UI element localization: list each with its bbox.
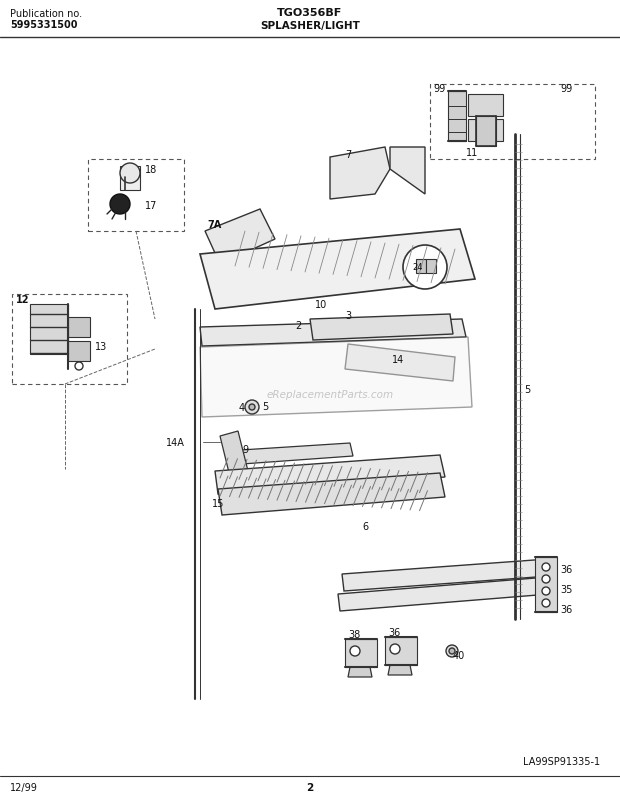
Text: 7: 7 [345, 150, 352, 160]
Text: 38: 38 [348, 630, 360, 639]
Text: 15: 15 [212, 499, 224, 508]
Polygon shape [310, 315, 453, 340]
Text: 4: 4 [239, 402, 245, 413]
Text: 17: 17 [145, 201, 157, 210]
Text: 36: 36 [388, 627, 401, 638]
Circle shape [542, 575, 550, 583]
Circle shape [120, 164, 140, 184]
Bar [468, 95, 503, 117]
Circle shape [449, 648, 455, 654]
Text: 9: 9 [242, 444, 248, 454]
Text: 6: 6 [362, 521, 368, 532]
Bar [30, 304, 68, 355]
Circle shape [110, 195, 130, 214]
Polygon shape [388, 665, 412, 675]
Text: eReplacementParts.com: eReplacementParts.com [267, 389, 394, 400]
Text: 35: 35 [560, 585, 572, 594]
Text: 5: 5 [262, 402, 268, 411]
Polygon shape [225, 443, 353, 466]
Circle shape [75, 362, 83, 370]
Circle shape [403, 246, 447, 290]
Polygon shape [342, 560, 550, 591]
Circle shape [245, 401, 259, 414]
Text: 7A: 7A [207, 220, 221, 230]
Polygon shape [200, 320, 466, 347]
Text: SPLASHER/LIGHT: SPLASHER/LIGHT [260, 21, 360, 31]
Text: 24: 24 [413, 263, 423, 272]
Bar [448, 92, 466, 142]
Polygon shape [205, 210, 275, 265]
Text: Publication no.: Publication no. [10, 9, 82, 19]
Text: 5995331500: 5995331500 [10, 20, 78, 30]
Circle shape [542, 599, 550, 607]
Polygon shape [220, 431, 250, 485]
Polygon shape [200, 230, 475, 310]
Polygon shape [348, 667, 372, 677]
Polygon shape [330, 148, 390, 200]
Text: 36: 36 [560, 604, 572, 614]
Polygon shape [200, 337, 472, 418]
Polygon shape [218, 474, 445, 516]
Text: 13: 13 [95, 341, 107, 352]
Polygon shape [215, 455, 445, 495]
Circle shape [446, 645, 458, 657]
Bar [88, 160, 184, 232]
Text: LA99SP91335-1: LA99SP91335-1 [523, 756, 600, 766]
Text: 2: 2 [295, 320, 301, 331]
Bar [416, 259, 426, 274]
Bar [385, 638, 417, 665]
Circle shape [542, 587, 550, 595]
Text: 14: 14 [392, 355, 404, 365]
Text: TGO356BF: TGO356BF [277, 8, 343, 18]
Text: 99: 99 [560, 84, 572, 94]
Text: 5: 5 [524, 385, 530, 394]
Circle shape [350, 646, 360, 656]
Text: 40: 40 [453, 650, 465, 660]
Text: 14A: 14A [166, 438, 185, 447]
Bar [468, 120, 503, 142]
Text: 12/99: 12/99 [10, 782, 38, 792]
Polygon shape [338, 577, 550, 611]
Text: 10: 10 [315, 300, 327, 310]
Bar [12, 295, 127, 385]
Text: 99: 99 [433, 84, 445, 94]
Text: 2: 2 [306, 782, 314, 792]
Polygon shape [345, 344, 455, 381]
Text: 36: 36 [560, 565, 572, 574]
Text: 3: 3 [345, 311, 351, 320]
Text: 18: 18 [145, 165, 157, 175]
Bar [426, 259, 436, 274]
Text: 11: 11 [466, 148, 478, 158]
Bar [68, 341, 90, 361]
Bar [120, 167, 140, 191]
Circle shape [249, 405, 255, 410]
Bar [430, 85, 595, 160]
Circle shape [390, 644, 400, 654]
Text: 12: 12 [16, 295, 30, 304]
Bar [476, 117, 496, 147]
Bar [345, 639, 377, 667]
Bar [535, 557, 557, 612]
Polygon shape [390, 148, 425, 195]
Circle shape [542, 563, 550, 571]
Bar [68, 318, 90, 337]
